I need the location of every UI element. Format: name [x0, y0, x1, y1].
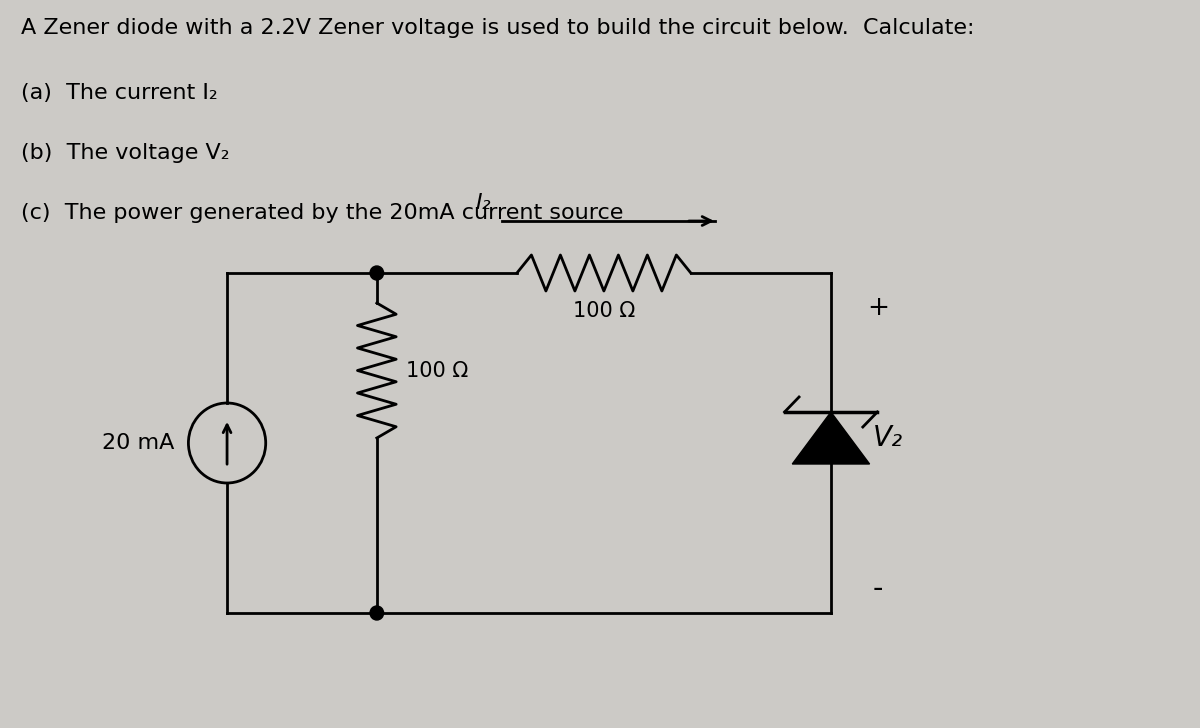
Text: -: -	[872, 575, 883, 603]
Text: +: +	[868, 295, 889, 321]
Polygon shape	[792, 412, 870, 464]
Text: I₂: I₂	[475, 193, 491, 213]
Text: A Zener diode with a 2.2V Zener voltage is used to build the circuit below.  Cal: A Zener diode with a 2.2V Zener voltage …	[22, 18, 974, 38]
Text: 100 Ω: 100 Ω	[406, 360, 468, 381]
Text: 20 mA: 20 mA	[102, 433, 174, 453]
Text: (c)  The power generated by the 20mA current source: (c) The power generated by the 20mA curr…	[22, 203, 624, 223]
Text: 100 Ω: 100 Ω	[572, 301, 635, 321]
Text: (a)  The current I₂: (a) The current I₂	[22, 83, 218, 103]
Circle shape	[370, 606, 384, 620]
Text: (b)  The voltage V₂: (b) The voltage V₂	[22, 143, 230, 163]
Circle shape	[370, 266, 384, 280]
Text: V₂: V₂	[872, 424, 902, 452]
